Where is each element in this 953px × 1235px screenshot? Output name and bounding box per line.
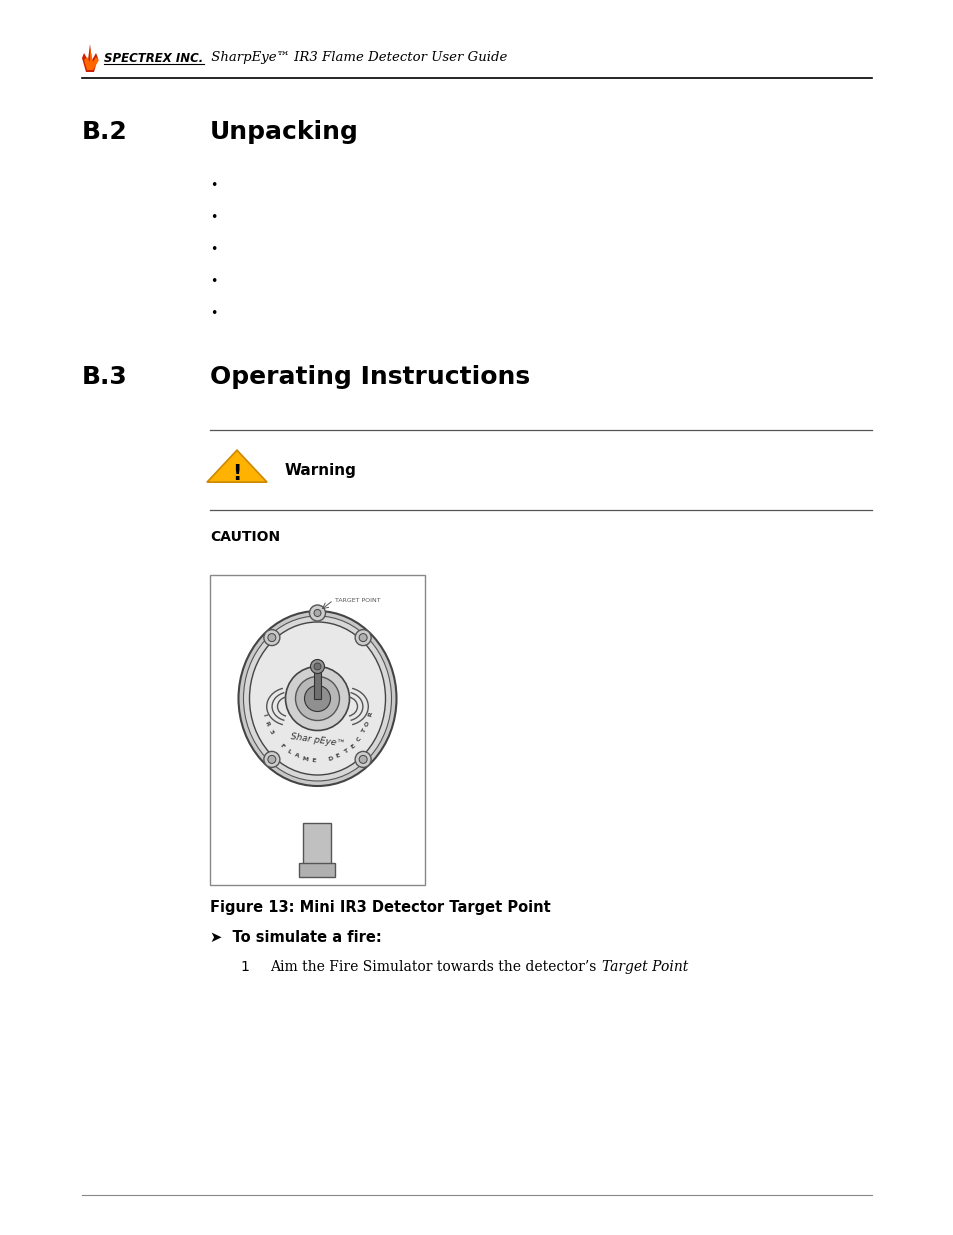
- Circle shape: [295, 677, 339, 720]
- Bar: [299, 863, 335, 877]
- Text: Aim the Fire Simulator towards the detector’s: Aim the Fire Simulator towards the detec…: [270, 960, 600, 974]
- Text: R: R: [367, 711, 374, 718]
- Text: L: L: [286, 748, 292, 755]
- Text: TARGET POINT: TARGET POINT: [335, 598, 381, 603]
- Circle shape: [268, 634, 275, 642]
- Text: F: F: [279, 743, 285, 750]
- Circle shape: [355, 751, 371, 767]
- Text: E: E: [311, 757, 315, 763]
- Circle shape: [358, 634, 367, 642]
- Circle shape: [314, 610, 320, 616]
- Polygon shape: [84, 48, 99, 70]
- Text: T: T: [360, 729, 367, 735]
- Text: Operating Instructions: Operating Instructions: [210, 366, 530, 389]
- Text: •: •: [210, 242, 217, 256]
- Text: A: A: [294, 752, 300, 760]
- Ellipse shape: [250, 622, 385, 776]
- Text: CAUTION: CAUTION: [210, 530, 280, 543]
- Text: Figure 13: Mini IR3 Detector Target Point: Figure 13: Mini IR3 Detector Target Poin…: [210, 900, 550, 915]
- Bar: [303, 823, 331, 864]
- Circle shape: [310, 659, 324, 673]
- Polygon shape: [82, 44, 98, 72]
- Circle shape: [304, 685, 330, 711]
- Text: 3: 3: [268, 729, 274, 735]
- Text: Unpacking: Unpacking: [210, 120, 358, 144]
- Text: C: C: [355, 736, 362, 743]
- Circle shape: [264, 630, 279, 646]
- Text: B.2: B.2: [82, 120, 128, 144]
- Circle shape: [309, 605, 325, 621]
- Text: T: T: [342, 748, 349, 755]
- Text: O: O: [364, 720, 371, 727]
- Circle shape: [264, 751, 279, 767]
- Circle shape: [355, 630, 371, 646]
- FancyBboxPatch shape: [210, 576, 424, 885]
- Text: E: E: [349, 743, 355, 750]
- Text: •: •: [210, 306, 217, 320]
- Text: •: •: [210, 274, 217, 288]
- Text: Target Point: Target Point: [601, 960, 687, 974]
- Text: !: !: [233, 464, 241, 484]
- Ellipse shape: [238, 611, 396, 785]
- Polygon shape: [207, 451, 267, 482]
- Ellipse shape: [243, 616, 391, 781]
- Text: E: E: [335, 753, 341, 760]
- Text: SPECTREX INC.: SPECTREX INC.: [104, 52, 203, 64]
- Text: M: M: [301, 756, 308, 762]
- Text: 1: 1: [240, 960, 249, 974]
- Text: SharpEye™ IR3 Flame Detector User Guide: SharpEye™ IR3 Flame Detector User Guide: [207, 52, 507, 64]
- Circle shape: [285, 667, 349, 730]
- Text: D: D: [327, 756, 333, 762]
- Text: I: I: [261, 713, 267, 716]
- Text: B.3: B.3: [82, 366, 128, 389]
- Circle shape: [358, 756, 367, 763]
- Bar: [314, 668, 320, 699]
- Text: Warning: Warning: [285, 462, 356, 478]
- Text: •: •: [210, 210, 217, 224]
- Text: Shar pEye™: Shar pEye™: [290, 732, 345, 748]
- Circle shape: [314, 663, 320, 671]
- Text: R: R: [264, 720, 270, 726]
- Text: •: •: [210, 179, 217, 191]
- Text: ➤  To simulate a fire:: ➤ To simulate a fire:: [210, 930, 381, 945]
- Circle shape: [268, 756, 275, 763]
